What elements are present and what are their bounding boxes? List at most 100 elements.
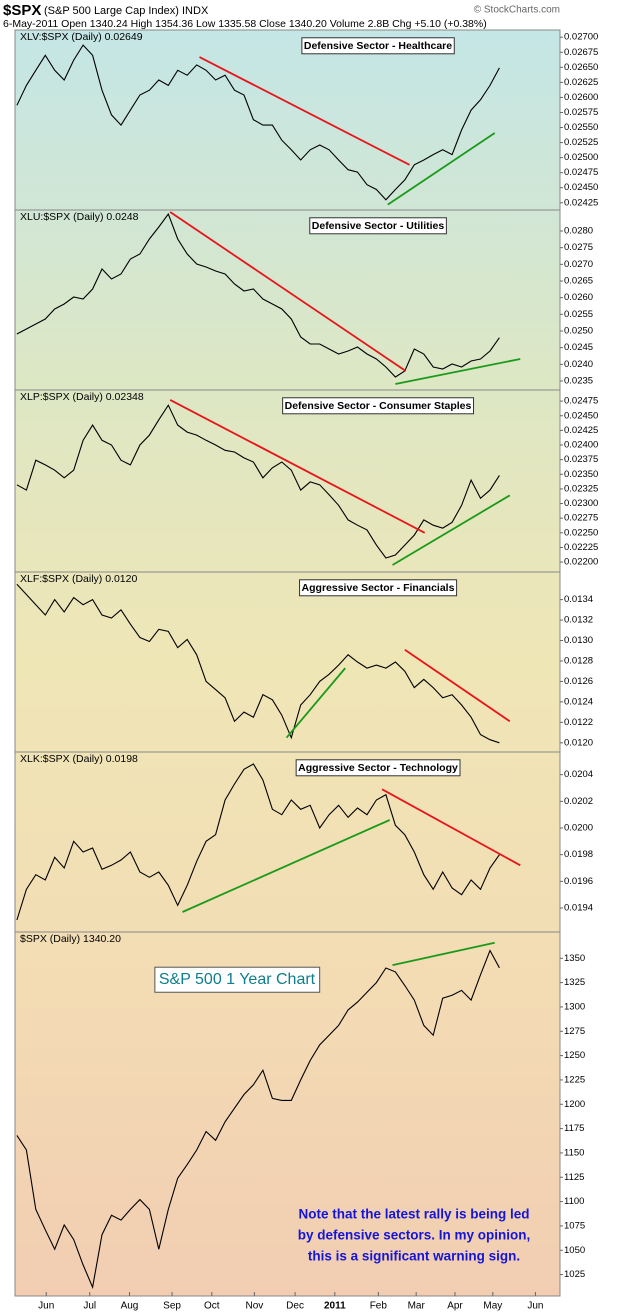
y-tick-label: 0.0194 — [564, 903, 593, 914]
y-tick-label: 0.0120 — [564, 737, 593, 748]
y-tick-label: 0.0202 — [564, 796, 593, 807]
y-tick-label: 1200 — [564, 1099, 585, 1110]
price-line — [16, 949, 500, 1290]
y-tick-label: 0.02600 — [564, 92, 598, 103]
y-tick-label: 0.0124 — [564, 696, 593, 707]
y-tick-label: 0.02325 — [564, 483, 598, 494]
label-box — [301, 37, 455, 55]
trendline — [392, 941, 495, 966]
y-tick-label: 1250 — [564, 1050, 585, 1061]
x-tick-label: Sep — [163, 1301, 181, 1312]
price-line — [16, 212, 500, 378]
y-tick-label: 0.02425 — [564, 425, 598, 436]
price-line — [16, 44, 500, 201]
y-tick-label: 0.02575 — [564, 107, 598, 118]
y-tick-label: 0.02225 — [564, 542, 598, 553]
trendline — [182, 819, 391, 913]
y-tick-label: 0.0280 — [564, 226, 593, 237]
y-tick-label: 0.02550 — [564, 122, 598, 133]
y-tick-label: 1075 — [564, 1220, 585, 1231]
panel-title: XLK:$SPX (Daily) 0.0198 — [20, 753, 138, 765]
trendline — [199, 56, 410, 166]
y-tick-label: 1350 — [564, 953, 585, 964]
y-tick-label: 0.02475 — [564, 167, 598, 178]
y-tick-label: 0.0275 — [564, 242, 593, 253]
y-tick-label: 0.02350 — [564, 469, 598, 480]
y-tick-label: 0.02450 — [564, 182, 598, 193]
quote: 6-May-2011 Open 1340.24 High 1354.36 Low… — [3, 18, 487, 30]
x-tick-label: Aug — [121, 1301, 139, 1312]
y-tick-label: 0.02200 — [564, 557, 598, 568]
y-tick-label: 0.0200 — [564, 823, 593, 834]
trendline — [169, 211, 407, 372]
y-tick-label: 0.0245 — [564, 342, 593, 353]
y-tick-label: 0.0198 — [564, 849, 593, 860]
sector-label: Defensive Sector - Healthcare — [304, 40, 452, 52]
y-tick-label: 1225 — [564, 1074, 585, 1085]
y-tick-label: 1025 — [564, 1269, 585, 1280]
y-tick-label: 0.02500 — [564, 152, 598, 163]
y-tick-label: 0.02650 — [564, 62, 598, 73]
y-tick-label: 0.0130 — [564, 635, 593, 646]
sector-label: Aggressive Sector - Financials — [302, 582, 455, 594]
y-tick-label: 0.0204 — [564, 769, 593, 780]
label-box — [295, 759, 461, 777]
y-tick-label: 1050 — [564, 1245, 585, 1256]
x-tick-label: Nov — [245, 1301, 263, 1312]
y-tick-label: 0.0134 — [564, 594, 593, 605]
x-tick-label: Dec — [286, 1301, 304, 1312]
y-tick-label: 0.02450 — [564, 410, 598, 421]
source: © StockCharts.com — [474, 5, 560, 16]
trendline — [285, 667, 346, 739]
panel-title: XLP:$SPX (Daily) 0.02348 — [20, 391, 144, 403]
y-tick-label: 0.02675 — [564, 47, 598, 58]
note-line: by defensive sectors. In my opinion, — [298, 1228, 531, 1243]
y-tick-label: 0.0255 — [564, 309, 593, 320]
price-line — [16, 763, 500, 921]
symbol: $SPX — [3, 2, 41, 19]
label-box — [309, 217, 447, 235]
panel-title: $SPX (Daily) 1340.20 — [20, 933, 121, 945]
plot-background — [14, 29, 561, 1297]
sector-label: Defensive Sector - Consumer Staples — [285, 400, 472, 412]
y-tick-label: 0.0196 — [564, 876, 593, 887]
y-tick-label: 0.02475 — [564, 396, 598, 407]
y-tick-label: 0.0128 — [564, 655, 593, 666]
note-line: this is a significant warning sign. — [308, 1249, 520, 1264]
trendline — [169, 399, 426, 534]
x-tick-label: Jun — [38, 1301, 54, 1312]
y-tick-label: 0.02300 — [564, 498, 598, 509]
x-tick-label: Apr — [447, 1301, 463, 1312]
y-tick-label: 0.02275 — [564, 513, 598, 524]
y-tick-label: 1300 — [564, 1001, 585, 1012]
y-tick-label: 0.0122 — [564, 717, 593, 728]
instrument-name: (S&P 500 Large Cap Index) INDX — [44, 5, 209, 17]
panel-title: XLF:$SPX (Daily) 0.0120 — [20, 573, 137, 585]
label-box — [299, 579, 458, 597]
y-tick-label: 0.0235 — [564, 376, 593, 387]
y-tick-label: 0.0132 — [564, 615, 593, 626]
trendline — [404, 648, 511, 723]
label-box — [154, 966, 321, 993]
y-tick-label: 1275 — [564, 1026, 585, 1037]
y-tick-label: 1150 — [564, 1147, 584, 1158]
y-tick-label: 1100 — [564, 1196, 584, 1207]
x-tick-label: Mar — [408, 1301, 426, 1312]
y-tick-label: 0.02625 — [564, 77, 598, 88]
y-tick-label: 1325 — [564, 977, 585, 988]
y-tick-label: 0.0240 — [564, 359, 593, 370]
y-tick-label: 0.02400 — [564, 440, 598, 451]
x-tick-label: Jun — [527, 1301, 543, 1312]
y-tick-label: 0.0126 — [564, 676, 593, 687]
trendline — [381, 788, 521, 867]
x-tick-label: Oct — [204, 1301, 220, 1312]
label-box — [282, 397, 475, 415]
x-tick-label: 2011 — [324, 1301, 346, 1312]
y-tick-label: 0.0265 — [564, 276, 593, 287]
trendline — [395, 358, 521, 385]
x-tick-label: Jul — [83, 1301, 96, 1312]
y-tick-label: 0.0260 — [564, 292, 593, 303]
callout: S&P 500 1 Year Chart — [159, 971, 316, 988]
x-tick-label: May — [483, 1301, 502, 1312]
